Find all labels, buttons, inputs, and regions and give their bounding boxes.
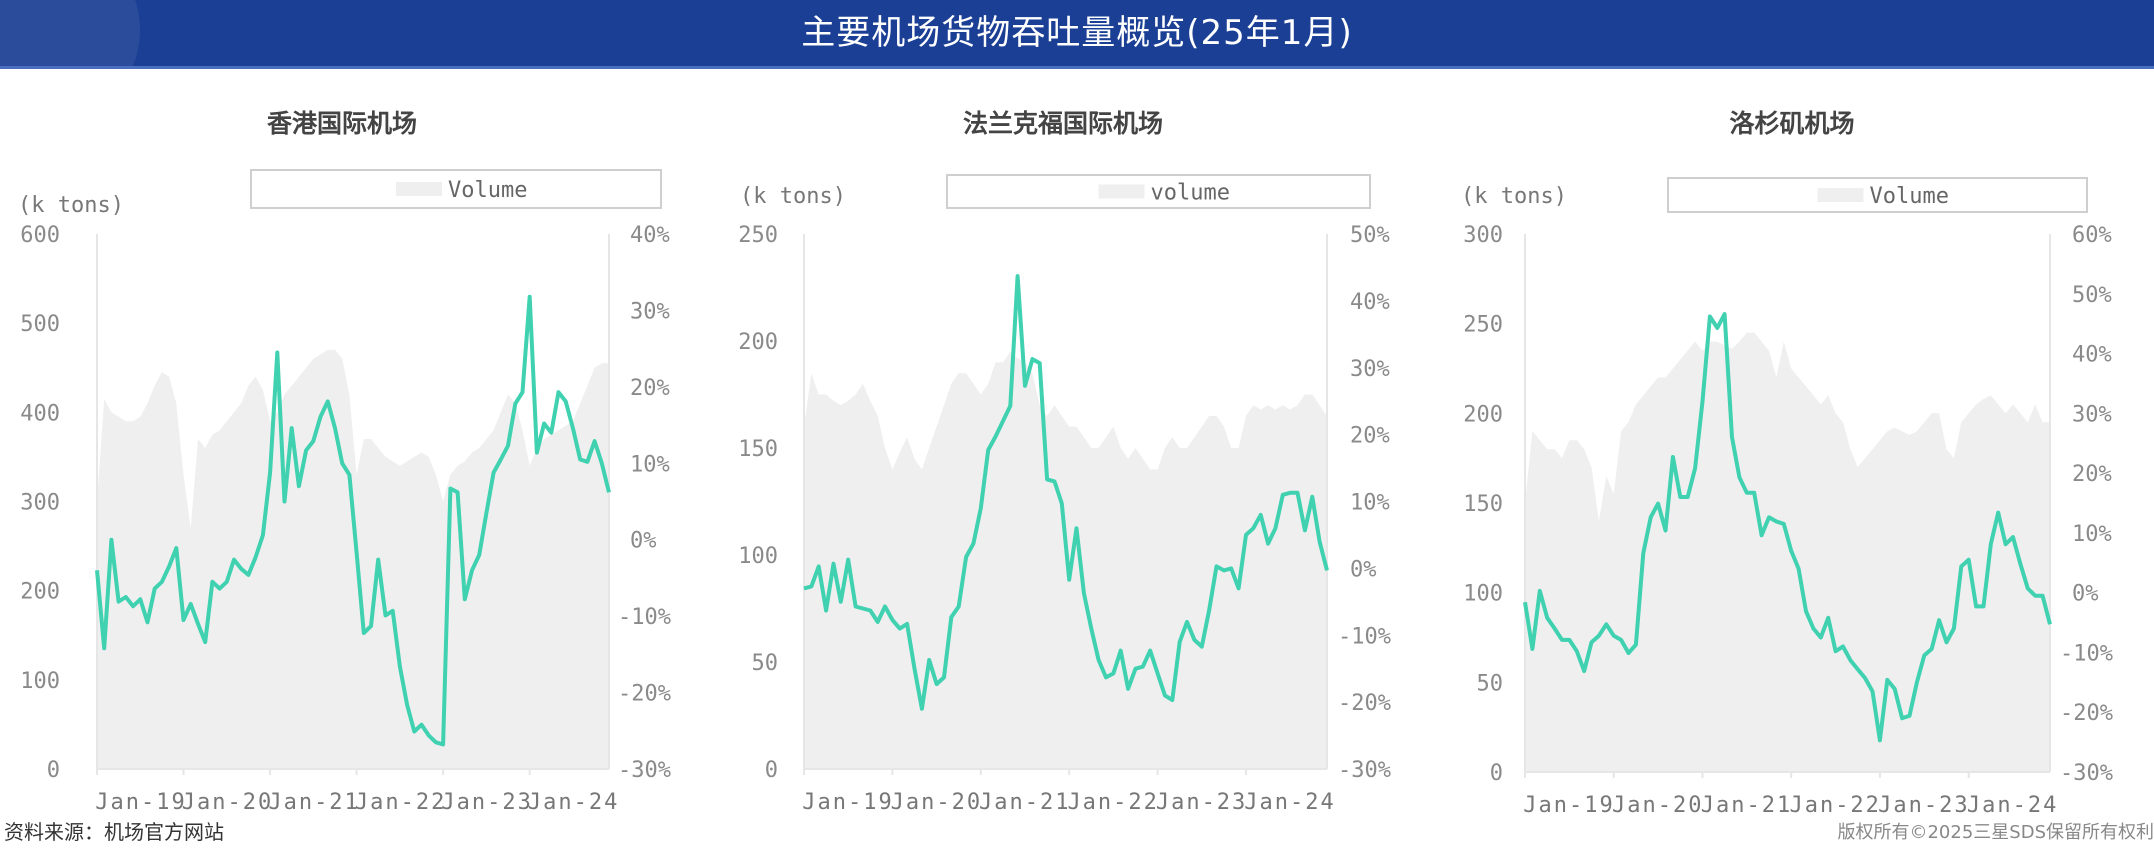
x-axis-tick-label: Jan-22 — [1067, 790, 1158, 815]
legend-volume-swatch — [1098, 184, 1145, 199]
legend-box — [250, 169, 662, 209]
x-axis-tick-label: Jan-19 — [802, 790, 893, 815]
x-axis-tick-label: Jan-19 — [1523, 793, 1614, 818]
right-axis-tick-label: -20% — [618, 682, 671, 707]
right-axis-tick-label: 20% — [630, 376, 670, 401]
left-axis-tick-label: 250 — [738, 223, 778, 248]
left-axis-tick-label: 300 — [20, 491, 60, 516]
x-axis-tick-label: Jan-21 — [1701, 793, 1792, 818]
yoy-line — [1523, 312, 2052, 743]
left-axis-tick-label: 200 — [20, 580, 60, 605]
left-axis-unit-label: (k tons) — [1461, 184, 1567, 209]
x-axis-tick-label: Jan-22 — [1789, 793, 1880, 818]
right-axis-tick-label: -30% — [2060, 761, 2113, 786]
yoy-line — [803, 274, 1329, 711]
right-axis-tick-label: 0% — [2072, 582, 2099, 607]
x-axis-tick-label: Jan-20 — [891, 790, 982, 815]
right-axis-tick-label: 0% — [630, 529, 657, 554]
right-axis-tick-label: 0% — [1350, 557, 1377, 582]
legend-volume-swatch — [396, 182, 442, 196]
x-axis-tick-label: Jan-23 — [1878, 793, 1969, 818]
left-axis-tick-label: 150 — [1463, 492, 1503, 517]
right-axis-tick-label: 40% — [1350, 290, 1390, 315]
right-axis-tick-label: 30% — [2072, 402, 2112, 427]
x-axis-tick-label: Jan-20 — [182, 790, 273, 815]
header-decoration — [0, 0, 140, 66]
left-axis-tick-label: 200 — [738, 330, 778, 355]
volume-area — [1525, 332, 2050, 772]
left-axis-tick-label: 400 — [20, 401, 60, 426]
right-axis-tick-label: 50% — [1350, 223, 1390, 248]
x-axis-tick-label: Jan-23 — [1156, 790, 1247, 815]
x-axis-tick-label: Jan-19 — [95, 790, 186, 815]
right-axis-tick-label: 10% — [2072, 522, 2112, 547]
left-axis-tick-label: 150 — [738, 437, 778, 462]
left-axis-tick-label: 250 — [1463, 313, 1503, 338]
left-axis-tick-label: 500 — [20, 312, 60, 337]
right-axis-tick-label: 30% — [1350, 357, 1390, 382]
source-note: 资料来源：机场官方网站 — [4, 820, 224, 844]
legend-volume-swatch — [1817, 188, 1864, 202]
copyright-note: 版权所有©2025三星SDS保留所有权利 — [1837, 822, 2154, 843]
legend-box — [946, 174, 1371, 209]
yoy-line — [95, 294, 611, 747]
right-axis-tick-label: 40% — [630, 223, 670, 248]
right-axis-tick-label: -10% — [2060, 641, 2113, 666]
legend-box — [1667, 177, 2088, 213]
left-axis-tick-label: 50 — [1477, 671, 1504, 696]
right-axis-tick-label: -10% — [1338, 624, 1391, 649]
volume-area — [97, 349, 609, 769]
right-axis-tick-label: 10% — [630, 452, 670, 477]
legend-volume-label: Volume — [448, 178, 527, 203]
right-axis-tick-label: -20% — [1338, 691, 1391, 716]
legend-volume-label: Volume — [1870, 184, 1949, 209]
right-axis-tick-label: 20% — [1350, 424, 1390, 449]
x-axis-tick-label: Jan-23 — [441, 790, 532, 815]
left-axis-tick-label: 0 — [765, 758, 778, 783]
x-axis-tick-label: Jan-21 — [979, 790, 1070, 815]
left-axis-tick-label: 0 — [47, 758, 60, 783]
left-axis-tick-label: 50 — [752, 651, 779, 676]
right-axis-tick-label: -10% — [618, 605, 671, 630]
page-title: 主要机场货物吞吐量概览(25年1月) — [801, 13, 1353, 53]
left-axis-tick-label: 600 — [20, 223, 60, 248]
page-header: 主要机场货物吞吐量概览(25年1月) — [0, 0, 2154, 69]
chart-title-hong-kong: 香港国际机场 — [266, 109, 417, 138]
right-axis-tick-label: 10% — [1350, 491, 1390, 516]
left-axis-unit-label: (k tons) — [18, 193, 124, 218]
right-axis-tick-label: 50% — [2072, 283, 2112, 308]
chart-title-los-angeles: 洛杉矶机场 — [1729, 109, 1855, 138]
x-axis-tick-label: Jan-20 — [1612, 793, 1703, 818]
right-axis-tick-label: -30% — [618, 758, 671, 783]
left-axis-tick-label: 300 — [1463, 223, 1503, 248]
x-axis-tick-label: Jan-24 — [1967, 793, 2058, 818]
x-axis-tick-label: Jan-24 — [528, 790, 619, 815]
legend-volume-label: volume — [1151, 181, 1230, 206]
left-axis-unit-label: (k tons) — [740, 184, 846, 209]
right-axis-tick-label: 60% — [2072, 223, 2112, 248]
right-axis-tick-label: -30% — [1338, 758, 1391, 783]
left-axis-tick-label: 100 — [1463, 582, 1503, 607]
chart-title-frankfurt: 法兰克福国际机场 — [962, 109, 1163, 138]
x-axis-tick-label: Jan-21 — [268, 790, 359, 815]
right-axis-tick-label: -20% — [2060, 701, 2113, 726]
right-axis-tick-label: 20% — [2072, 462, 2112, 487]
left-axis-tick-label: 0 — [1490, 761, 1503, 786]
left-axis-tick-label: 100 — [20, 669, 60, 694]
left-axis-tick-label: 100 — [738, 544, 778, 569]
x-axis-tick-label: Jan-22 — [355, 790, 446, 815]
x-axis-tick-label: Jan-24 — [1244, 790, 1335, 815]
right-axis-tick-label: 30% — [630, 299, 670, 324]
right-axis-tick-label: 40% — [2072, 343, 2112, 368]
left-axis-tick-label: 200 — [1463, 402, 1503, 427]
